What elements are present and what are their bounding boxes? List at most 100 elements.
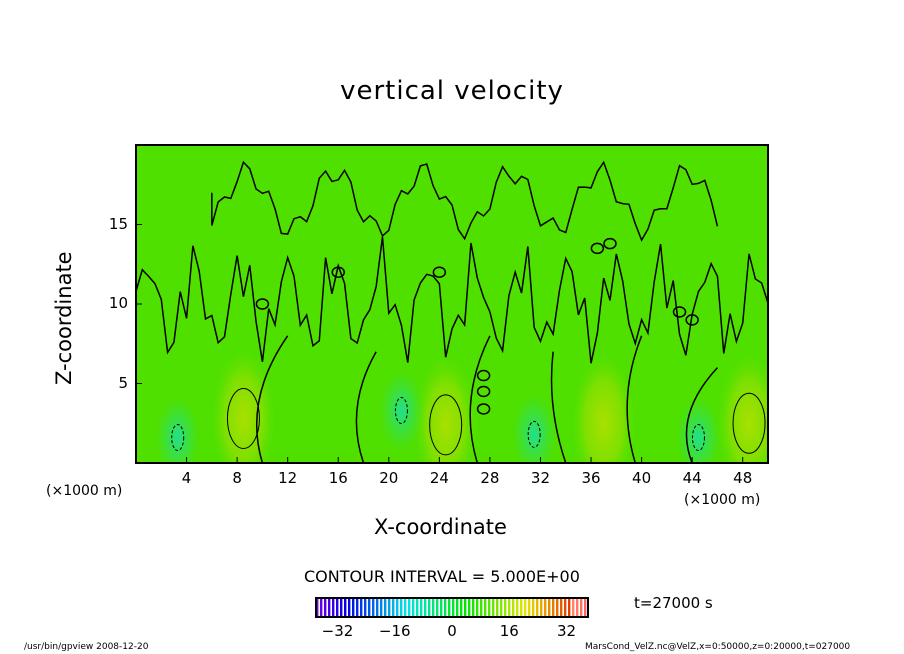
colorbar-swatch [440,598,443,617]
zero-contour [211,160,719,242]
small-contour [672,306,687,318]
colorbar-swatch [576,598,579,617]
colorbar-swatch [316,598,319,617]
colorbar-tick-label: −16 [378,622,411,640]
colorbar-swatch [392,598,395,617]
colorbar-swatch [564,598,567,617]
y-tick-label: 5 [118,373,128,392]
colorbar-swatch [496,598,499,617]
colorbar-swatch [584,598,587,617]
x-axis-label: X-coordinate [374,515,507,539]
colorbar-swatch [408,598,411,617]
colorbar-swatch [452,598,455,617]
colorbar-swatch [320,598,323,617]
contour-interval: CONTOUR INTERVAL = 5.000E+00 [304,567,580,586]
colorbar-swatch [404,598,407,617]
negative-contour [171,424,185,452]
colorbar-swatch [528,598,531,617]
colorbar-swatch [324,598,327,617]
small-contour [476,369,491,382]
colorbar-swatch [400,598,403,617]
small-contour [255,298,270,310]
negative-contour [394,397,408,425]
footer-left: /usr/bin/gpview 2008-12-20 [24,642,149,652]
colorbar-swatch [472,598,475,617]
x-tick-label: 24 [429,469,449,487]
colorbar-swatch [432,598,435,617]
colorbar-swatch [360,598,363,617]
colorbar-swatch [552,598,555,617]
colorbar-swatch [328,598,331,617]
colorbar-swatch [356,598,359,617]
colorbar-swatch [340,598,343,617]
colorbar-swatch [428,598,431,617]
colorbar-swatch [520,598,523,617]
negative-contour [527,420,541,448]
zero-contour [355,351,377,463]
positive-cell [211,348,276,463]
colorbar-swatch [384,598,387,617]
colorbar-swatch [544,598,547,617]
positive-cell [717,353,768,463]
footer-right: MarsCond_VelZ.nc@VelZ,x=0:50000,z=0:2000… [585,642,851,652]
negative-cell [676,397,721,463]
colorbar-swatch [456,598,459,617]
colorbar-swatch [444,598,447,617]
colorbar-swatch [388,598,391,617]
x-tick-label: 28 [480,469,500,487]
x-tick-label: 44 [682,469,702,487]
negative-cell [379,370,424,451]
x-tick-label: 48 [733,469,753,487]
positive-contour [429,394,463,456]
colorbar-swatch [448,598,451,617]
zero-contour [685,367,718,463]
small-contour [476,403,491,415]
colorbar-swatch [420,598,423,617]
colorbar-swatch [508,598,511,617]
colorbar-swatch [488,598,491,617]
y-tick-label: 15 [108,214,128,233]
x-tick-label: 40 [632,469,652,487]
zero-contour [550,351,567,463]
x-tick-label: 4 [181,469,192,487]
colorbar-swatch [344,598,347,617]
negative-contour [691,424,705,452]
colorbar-tick-label: −32 [321,622,354,640]
colorbar-swatch [476,598,479,617]
x-tick-label: 36 [581,469,601,487]
positive-cell [413,354,478,463]
zero-contour [469,335,491,463]
small-contour [331,266,345,278]
colorbar-swatch [480,598,483,617]
colorbar-swatch [468,598,471,617]
colorbar-frame [315,597,589,618]
small-contour [603,237,617,250]
zero-contour [256,335,289,463]
negative-cell [512,394,557,463]
colorbar-swatch [568,598,571,617]
colorbar-swatch [332,598,335,617]
small-contour [590,242,605,255]
colorbar-swatch [416,598,419,617]
zero-contour [626,335,643,463]
positive-contour [226,387,260,449]
x-unit-label: (×1000 m) [684,492,761,508]
colorbar-swatch [492,598,495,617]
colorbar-swatch [348,598,351,617]
colorbar-swatch [460,598,463,617]
colorbar-tick-label: 16 [499,622,519,640]
small-contour [476,385,491,398]
colorbar-tick-label: 32 [556,622,577,640]
colorbar-swatch [532,598,535,617]
colorbar-swatch [572,598,575,617]
colorbar-swatch [380,598,383,617]
colorbar-swatch [512,598,515,617]
colorbar-swatch [352,598,355,617]
colorbar-swatch [464,598,467,617]
x-tick-label: 12 [278,469,298,487]
chart-title: vertical velocity [340,76,564,106]
x-tick-label: 16 [328,469,348,487]
colorbar-swatch [396,598,399,617]
